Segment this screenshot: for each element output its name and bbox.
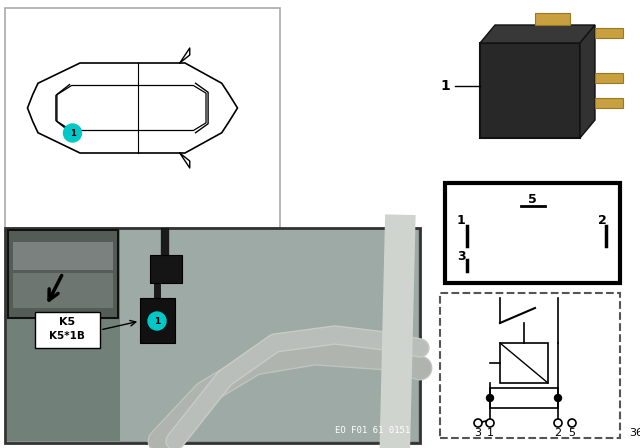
Polygon shape — [480, 25, 595, 43]
Bar — [595, 73, 623, 83]
Bar — [120, 230, 418, 441]
Circle shape — [486, 419, 494, 427]
Text: 2: 2 — [598, 214, 606, 227]
Text: 1: 1 — [70, 129, 76, 138]
Text: 3: 3 — [474, 428, 481, 438]
Bar — [490, 388, 558, 408]
Circle shape — [63, 124, 81, 142]
Bar — [445, 183, 620, 283]
Bar — [8, 230, 118, 318]
Text: 1: 1 — [486, 428, 493, 438]
Bar — [35, 312, 100, 348]
Circle shape — [474, 419, 482, 427]
Text: K5: K5 — [59, 317, 75, 327]
Bar — [13, 273, 113, 308]
Polygon shape — [580, 25, 595, 138]
Text: 1: 1 — [440, 79, 450, 93]
Bar — [5, 228, 420, 443]
Circle shape — [554, 419, 562, 427]
Bar — [150, 255, 182, 283]
Text: 1: 1 — [456, 214, 465, 227]
Bar — [440, 293, 620, 438]
Text: 1: 1 — [154, 316, 160, 326]
Bar — [5, 8, 280, 228]
Text: 5: 5 — [528, 193, 537, 206]
Bar — [13, 242, 113, 270]
Text: 2: 2 — [554, 428, 561, 438]
Text: K5*1B: K5*1B — [49, 331, 85, 341]
Bar — [595, 98, 623, 108]
Bar — [440, 13, 625, 168]
Bar — [140, 298, 175, 343]
Bar — [595, 28, 623, 38]
Bar — [480, 43, 580, 138]
Text: EO F01 61 0151: EO F01 61 0151 — [335, 426, 410, 435]
Circle shape — [486, 395, 493, 401]
Circle shape — [568, 419, 576, 427]
Bar — [7, 230, 120, 441]
Circle shape — [148, 312, 166, 330]
Text: 5: 5 — [568, 428, 575, 438]
Polygon shape — [28, 63, 237, 153]
Text: 3: 3 — [457, 250, 465, 263]
Text: 365527: 365527 — [629, 428, 640, 438]
Bar — [500, 343, 548, 383]
Circle shape — [554, 395, 561, 401]
Bar — [535, 13, 570, 25]
